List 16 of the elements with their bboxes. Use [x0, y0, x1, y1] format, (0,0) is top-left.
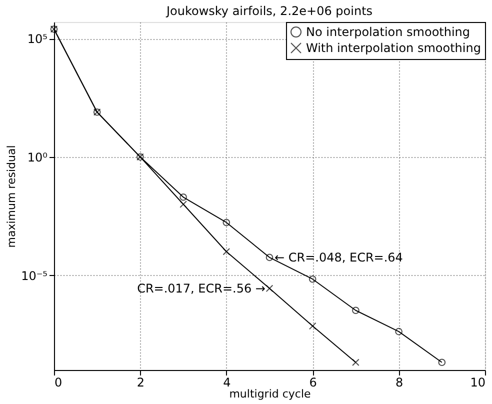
x-tick-label: 2: [136, 376, 145, 390]
legend-label: With interpolation smoothing: [306, 41, 481, 55]
y-axis-title: maximum residual: [5, 145, 18, 248]
x-tick-label: 0: [54, 376, 62, 390]
chart-title: Joukowsky airfoils, 2.2e+06 points: [165, 4, 373, 18]
x-tick-label: 8: [395, 376, 404, 390]
x-tick-label: 10: [470, 376, 486, 390]
x-tick-label: 6: [309, 376, 317, 390]
annotation: CR=.017, ECR=.56 →: [137, 281, 266, 296]
legend-label: No interpolation smoothing: [306, 25, 470, 39]
x-tick-label: 4: [223, 376, 231, 390]
x-axis-title: multigrid cycle: [229, 388, 312, 400]
annotation: ← CR=.048, ECR=.64: [274, 250, 403, 264]
y-tick-label: 10⁵: [27, 32, 48, 46]
y-tick-label: 10⁰: [27, 150, 48, 164]
y-tick-label: 10⁻⁵: [21, 268, 48, 283]
